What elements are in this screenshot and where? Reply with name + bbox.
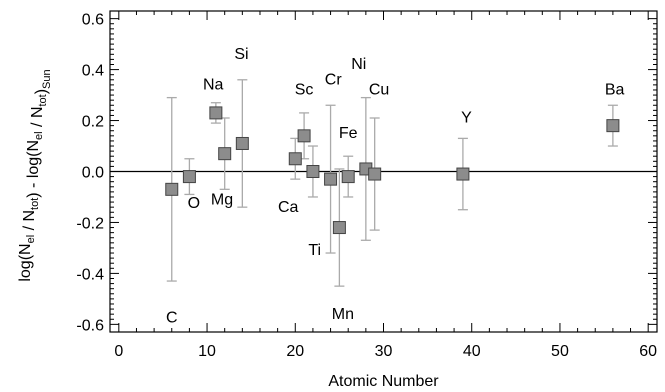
error-bars: [166, 79, 618, 287]
marker-Mg: [218, 147, 232, 161]
x-tick-label: 40: [463, 343, 481, 360]
marker-C: [165, 182, 179, 196]
y-tick-labels: -0.6 -0.4 -0.2 0.0 0.2 0.4 0.6: [76, 12, 104, 335]
element-label-Mn: Mn: [332, 306, 354, 323]
y-tick-label: 0.2: [82, 114, 104, 131]
element-label-Fe: Fe: [339, 125, 358, 142]
marker-Si: [235, 136, 249, 150]
y-tick-label: 0.4: [82, 63, 104, 80]
y-tick-label: -0.2: [76, 215, 104, 232]
x-tick-label: 20: [286, 343, 304, 360]
x-tick-label: 50: [551, 343, 569, 360]
element-label-Y: Y: [461, 110, 472, 127]
element-label-Na: Na: [203, 77, 224, 94]
marker-Ba: [606, 119, 620, 133]
marker-Cu: [368, 167, 382, 181]
element-label-C: C: [166, 310, 178, 327]
x-tick-label: 30: [375, 343, 393, 360]
element-label-Ti: Ti: [308, 242, 321, 259]
marker-Y: [456, 167, 470, 181]
marker-Sc: [297, 129, 311, 143]
element-label-O: O: [188, 195, 200, 212]
element-label-Ca: Ca: [278, 199, 299, 216]
marker-O: [182, 170, 196, 184]
element-label-Ba: Ba: [605, 82, 625, 99]
marker-Mn: [332, 221, 346, 235]
marker-Cr: [324, 172, 338, 186]
x-tick-label: 60: [639, 343, 657, 360]
element-label-Sc: Sc: [295, 82, 314, 99]
marker-Ca: [288, 152, 302, 166]
element-label-Si: Si: [234, 46, 248, 63]
marker-Fe: [341, 170, 355, 184]
element-label-Ni: Ni: [351, 56, 366, 73]
y-axis-title: log(Nel / Ntot) - log(Nel / Ntot)Sun: [17, 69, 53, 281]
axis-ticks: [110, 11, 657, 332]
y-tick-label: 0.6: [82, 12, 104, 29]
marker-Ti: [306, 165, 320, 178]
element-label-Mg: Mg: [211, 191, 233, 208]
y-tick-label: -0.6: [76, 317, 104, 334]
y-tick-label: 0.0: [82, 165, 104, 182]
element-label-Cr: Cr: [325, 72, 343, 89]
x-tick-labels: 0 10 20 30 40 50 60: [114, 343, 657, 360]
marker-Na: [209, 106, 223, 120]
x-tick-label: 0: [114, 343, 123, 360]
data-markers: [165, 106, 620, 235]
x-axis-title: Atomic Number: [328, 373, 439, 390]
element-label-Cu: Cu: [369, 82, 389, 99]
y-tick-label: -0.4: [76, 266, 104, 283]
x-tick-label: 10: [198, 343, 216, 360]
